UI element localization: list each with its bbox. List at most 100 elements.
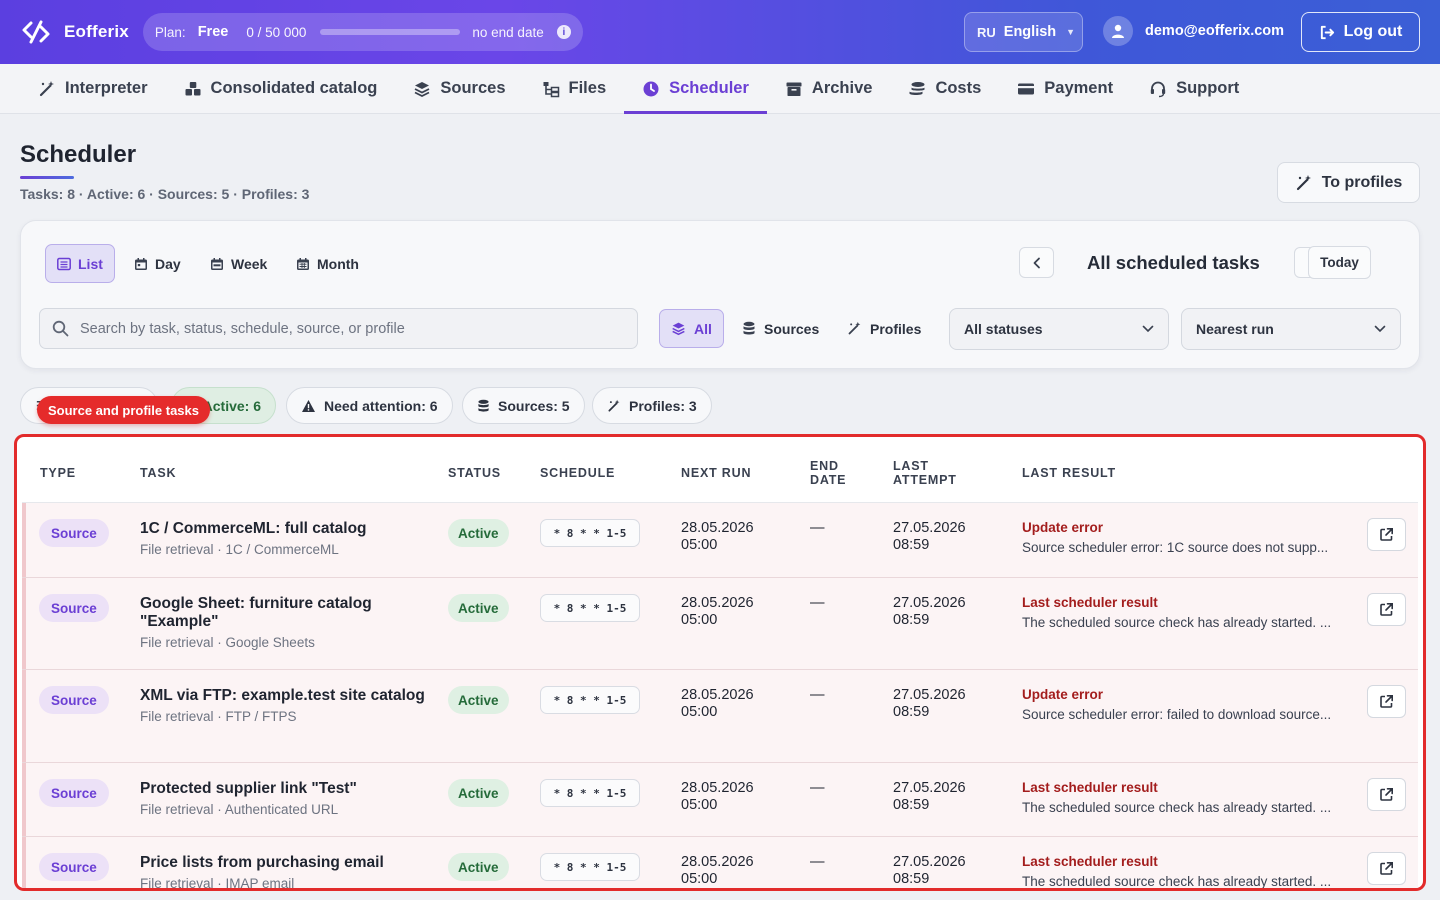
boxes-icon <box>185 81 201 95</box>
search-icon <box>52 320 69 337</box>
table-row[interactable]: Source XML via FTP: example.test site ca… <box>22 670 1418 763</box>
end-date-cell: — <box>810 520 825 536</box>
next-run-time: 05:00 <box>681 537 718 553</box>
last-result-cell: Update error Source scheduler error: fai… <box>1022 687 1342 722</box>
external-link-icon <box>1380 695 1393 708</box>
nav-item-archive[interactable]: Archive <box>767 64 891 113</box>
search-input[interactable] <box>80 320 620 337</box>
language-code: RU <box>977 24 996 40</box>
last-attempt-time: 08:59 <box>893 797 930 813</box>
plan-indicator[interactable]: Plan: Free 0 / 50 000 no end date i <box>142 13 583 51</box>
table-header: TYPE TASK STATUS SCHEDULE NEXT RUN END D… <box>22 442 1418 503</box>
task-title[interactable]: Price lists from purchasing email <box>140 854 384 871</box>
view-month-button[interactable]: Month <box>285 244 370 283</box>
next-run-time: 05:00 <box>681 612 718 628</box>
task-title[interactable]: Google Sheet: furniture catalog "Example… <box>140 595 372 630</box>
period-title: All scheduled tasks <box>1087 252 1260 273</box>
last-attempt-date: 27.05.2026 <box>893 595 966 611</box>
brand-name: Eofferix <box>64 22 129 41</box>
type-badge: Source <box>39 686 109 714</box>
view-week-button[interactable]: Week <box>199 244 278 283</box>
next-run-time: 05:00 <box>681 704 718 720</box>
open-task-button[interactable] <box>1367 852 1406 885</box>
view-list-button[interactable]: List <box>45 244 115 283</box>
brand-logo-icon <box>22 20 50 44</box>
task-title[interactable]: XML via FTP: example.test site catalog <box>140 687 425 704</box>
status-cell: Active <box>448 779 509 807</box>
table-row[interactable]: Source Protected supplier link "Test" Fi… <box>22 763 1418 837</box>
action-cell <box>1367 685 1406 718</box>
tasks-table: TYPE TASK STATUS SCHEDULE NEXT RUN END D… <box>22 442 1418 888</box>
column-header-next-run[interactable]: NEXT RUN <box>681 465 752 480</box>
next-run-cell: 28.05.2026 05:00 <box>681 854 754 888</box>
user-menu[interactable]: demo@eofferix.com <box>1103 16 1284 46</box>
nav-item-payment[interactable]: Payment <box>999 64 1131 113</box>
nav-item-scheduler[interactable]: Scheduler <box>624 64 767 114</box>
open-task-button[interactable] <box>1367 593 1406 626</box>
task-title[interactable]: Protected supplier link "Test" <box>140 780 357 797</box>
view-day-button[interactable]: Day <box>123 244 192 283</box>
chip-sources[interactable]: Sources: 5 <box>462 387 585 424</box>
status-select[interactable]: All statuses <box>949 308 1169 350</box>
task-cell: Protected supplier link "Test" File retr… <box>140 780 430 817</box>
column-header-schedule[interactable]: SCHEDULE <box>540 465 616 480</box>
column-header-last-attempt[interactable]: LAST ATTEMPT <box>893 442 957 503</box>
nav-label: Interpreter <box>65 79 148 97</box>
brand[interactable]: Eofferix <box>20 16 129 48</box>
open-task-button[interactable] <box>1367 778 1406 811</box>
task-cell: XML via FTP: example.test site catalog F… <box>140 687 430 724</box>
search-field[interactable] <box>39 308 638 349</box>
task-cell: 1C / CommerceML: full catalog File retri… <box>140 520 430 557</box>
last-attempt-cell: 27.05.2026 08:59 <box>893 687 966 721</box>
next-run-cell: 28.05.2026 05:00 <box>681 595 754 629</box>
sort-select[interactable]: Nearest run <box>1181 308 1401 350</box>
open-task-button[interactable] <box>1367 518 1406 551</box>
external-link-icon <box>1380 788 1393 801</box>
task-cell: Price lists from purchasing email File r… <box>140 854 430 888</box>
column-header-type[interactable]: TYPE <box>40 465 76 480</box>
schedule-cell: * 8 * * 1-5 <box>540 519 640 547</box>
nav-item-costs[interactable]: Costs <box>890 64 999 113</box>
today-button[interactable]: Today <box>1308 246 1371 279</box>
user-email: demo@eofferix.com <box>1145 23 1285 39</box>
nav-item-interpreter[interactable]: Interpreter <box>20 64 166 113</box>
table-row[interactable]: Source Google Sheet: furniture catalog "… <box>22 578 1418 670</box>
filter-sources-button[interactable]: Sources <box>731 309 830 348</box>
plan-label: Plan: <box>154 24 186 40</box>
column-header-task[interactable]: TASK <box>140 465 177 480</box>
chip-profiles[interactable]: Profiles: 3 <box>592 387 712 424</box>
table-body: Source 1C / CommerceML: full catalog Fil… <box>22 503 1418 888</box>
type-cell: Source <box>39 686 109 714</box>
chip-need-attention[interactable]: Need attention: 6 <box>286 387 453 424</box>
result-title: Last scheduler result <box>1022 595 1158 610</box>
filter-label: Profiles <box>870 320 922 337</box>
nav-item-consolidated-catalog[interactable]: Consolidated catalog <box>166 64 396 113</box>
nav-item-support[interactable]: Support <box>1131 64 1257 113</box>
table-row[interactable]: Source 1C / CommerceML: full catalog Fil… <box>22 503 1418 578</box>
filter-profiles-button[interactable]: Profiles <box>836 309 932 348</box>
previous-period-button[interactable] <box>1019 247 1054 278</box>
task-subtitle: File retrieval · Google Sheets <box>140 635 315 650</box>
last-attempt-date: 27.05.2026 <box>893 854 966 870</box>
main-nav: Interpreter Consolidated catalog Sources… <box>0 64 1440 114</box>
column-header-status[interactable]: STATUS <box>448 465 501 480</box>
to-profiles-button[interactable]: To profiles <box>1277 162 1420 203</box>
column-header-last-result[interactable]: LAST RESULT <box>1022 465 1116 480</box>
nav-item-files[interactable]: Files <box>524 64 625 113</box>
info-icon[interactable]: i <box>556 25 571 39</box>
external-link-icon <box>1380 862 1393 875</box>
filter-all-button[interactable]: All <box>659 309 724 348</box>
column-header-end-date[interactable]: END DATE <box>810 442 846 503</box>
nav-item-sources[interactable]: Sources <box>395 64 523 113</box>
filter-label: Sources <box>764 320 820 337</box>
task-title[interactable]: 1C / CommerceML: full catalog <box>140 520 367 537</box>
open-task-button[interactable] <box>1367 685 1406 718</box>
last-attempt-cell: 27.05.2026 08:59 <box>893 520 966 554</box>
layers-icon <box>414 81 430 97</box>
nav-label: Archive <box>811 79 873 97</box>
logout-button[interactable]: Log out <box>1301 12 1420 52</box>
type-cell: Source <box>39 594 109 622</box>
language-selector[interactable]: RU English ▼ <box>964 12 1083 52</box>
table-row[interactable]: Source Price lists from purchasing email… <box>22 837 1418 888</box>
result-title: Update error <box>1022 687 1104 702</box>
